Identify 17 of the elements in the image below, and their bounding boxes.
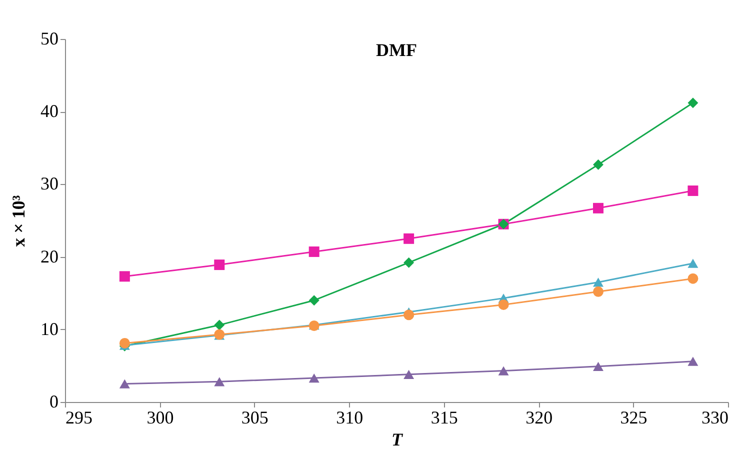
y-axis-title: x × 10³ (8, 194, 28, 247)
x-tick-label: 315 (430, 408, 458, 428)
x-tick-label: 295 (66, 408, 92, 428)
x-tick-label: 320 (526, 408, 553, 428)
x-tick-label: 330 (702, 408, 728, 428)
y-tick-label: 50 (40, 28, 58, 48)
y-tick-label: 40 (40, 101, 58, 122)
chart-title: DMF (376, 40, 417, 60)
y-tick-label: 0 (50, 392, 58, 412)
y-tick-label: 20 (40, 246, 58, 266)
x-tick-label: 305 (241, 408, 268, 428)
x-tick-label: 310 (336, 408, 364, 428)
y-tick-label: 30 (40, 174, 58, 194)
y-tick-label: 10 (40, 318, 58, 339)
x-tick-label: 325 (620, 408, 648, 428)
x-axis-title: T (392, 430, 404, 450)
x-tick-label: 300 (146, 408, 174, 428)
